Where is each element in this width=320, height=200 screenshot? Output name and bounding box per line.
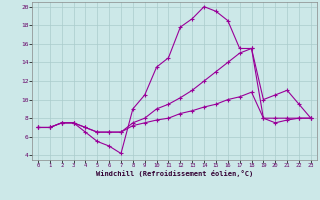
X-axis label: Windchill (Refroidissement éolien,°C): Windchill (Refroidissement éolien,°C)	[96, 170, 253, 177]
